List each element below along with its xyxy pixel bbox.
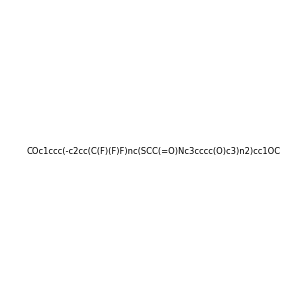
Text: COc1ccc(-c2cc(C(F)(F)F)nc(SCC(=O)Nc3cccc(O)c3)n2)cc1OC: COc1ccc(-c2cc(C(F)(F)F)nc(SCC(=O)Nc3cccc… — [27, 147, 281, 156]
